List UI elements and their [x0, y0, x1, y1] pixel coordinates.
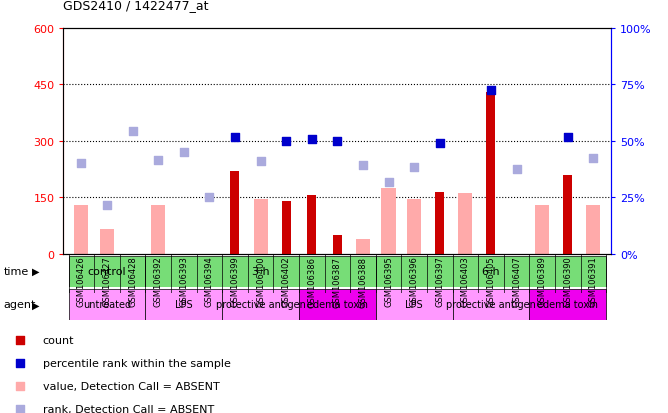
Point	[357, 163, 368, 169]
Bar	[222, 289, 299, 320]
Bar	[486, 93, 496, 254]
Point	[230, 134, 240, 141]
Text: ▶: ▶	[32, 299, 39, 310]
Bar	[230, 171, 239, 254]
Bar	[587, 205, 601, 254]
Bar	[69, 256, 146, 287]
Text: GSM106389: GSM106389	[538, 256, 546, 307]
Text: untreated: untreated	[83, 299, 131, 310]
Text: count: count	[43, 335, 74, 345]
Text: GSM106400: GSM106400	[256, 256, 265, 306]
Bar	[100, 230, 114, 254]
Text: protective antigen: protective antigen	[446, 299, 536, 310]
Text: GSM106391: GSM106391	[589, 256, 598, 306]
Text: ▶: ▶	[32, 266, 39, 277]
Point	[204, 195, 214, 201]
Bar	[74, 205, 88, 254]
Bar	[282, 202, 291, 254]
Point	[486, 88, 496, 94]
Point	[562, 134, 573, 141]
Text: GSM106403: GSM106403	[461, 256, 470, 306]
Point	[178, 150, 189, 156]
Text: GSM106396: GSM106396	[409, 256, 419, 307]
Point	[332, 138, 343, 145]
Point	[127, 129, 138, 135]
Text: agent: agent	[3, 299, 35, 310]
Bar	[529, 289, 606, 320]
Text: GSM106394: GSM106394	[205, 256, 214, 306]
Bar	[146, 289, 222, 320]
Text: GSM106392: GSM106392	[154, 256, 163, 306]
Text: GSM106428: GSM106428	[128, 256, 137, 306]
Bar	[436, 192, 444, 254]
Text: GSM106390: GSM106390	[563, 256, 572, 306]
Text: GSM106397: GSM106397	[436, 256, 444, 307]
Text: value, Detection Call = ABSENT: value, Detection Call = ABSENT	[43, 381, 220, 392]
Bar	[407, 199, 421, 254]
Point	[395, 123, 405, 130]
Text: 6 h: 6 h	[482, 266, 500, 277]
Text: GSM106387: GSM106387	[333, 256, 342, 307]
Point	[511, 166, 522, 173]
Point	[383, 179, 394, 186]
Bar	[69, 289, 146, 320]
Bar	[452, 289, 529, 320]
Bar	[535, 205, 549, 254]
Text: GSM106399: GSM106399	[230, 256, 239, 306]
Text: rank, Detection Call = ABSENT: rank, Detection Call = ABSENT	[43, 404, 214, 413]
Point	[307, 136, 317, 143]
Bar	[381, 188, 395, 254]
Point	[255, 159, 266, 165]
Bar	[563, 175, 572, 254]
Point	[76, 161, 87, 167]
Bar	[299, 289, 375, 320]
Text: LPS: LPS	[405, 299, 423, 310]
Point	[102, 202, 112, 209]
Bar	[307, 196, 316, 254]
Bar	[375, 289, 452, 320]
Text: 3 h: 3 h	[252, 266, 269, 277]
Bar	[146, 256, 375, 287]
Bar	[333, 235, 342, 254]
Text: GSM106427: GSM106427	[102, 256, 112, 306]
Text: GSM106393: GSM106393	[179, 256, 188, 307]
Text: edema toxin: edema toxin	[537, 299, 599, 310]
Point	[588, 155, 599, 161]
Text: control: control	[88, 266, 126, 277]
Text: LPS: LPS	[175, 299, 192, 310]
Point	[153, 157, 164, 164]
Text: GSM106405: GSM106405	[486, 256, 496, 306]
Text: GSM106395: GSM106395	[384, 256, 393, 306]
Text: percentile rank within the sample: percentile rank within the sample	[43, 358, 230, 368]
Bar	[375, 256, 606, 287]
Bar	[254, 199, 268, 254]
Point	[409, 164, 420, 171]
Text: GSM106386: GSM106386	[307, 256, 316, 307]
Text: GSM106402: GSM106402	[282, 256, 291, 306]
Text: GSM106426: GSM106426	[77, 256, 86, 306]
Text: GDS2410 / 1422477_at: GDS2410 / 1422477_at	[63, 0, 209, 12]
Bar	[458, 194, 472, 254]
Point	[434, 140, 445, 147]
Text: protective antigen: protective antigen	[216, 299, 305, 310]
Text: GSM106388: GSM106388	[359, 256, 367, 307]
Point	[395, 333, 405, 339]
Point	[281, 138, 291, 145]
Text: GSM106407: GSM106407	[512, 256, 521, 306]
Text: edema toxin: edema toxin	[307, 299, 368, 310]
Bar	[151, 205, 165, 254]
Text: time: time	[3, 266, 29, 277]
Bar	[356, 239, 370, 254]
